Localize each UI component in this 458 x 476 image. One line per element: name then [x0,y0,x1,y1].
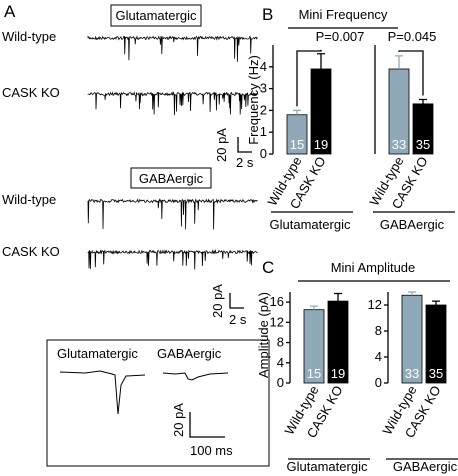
inset-trace [162,372,229,381]
scale-bar [229,293,244,309]
scale-label: 100 ms [190,443,233,458]
y-tick-label: 0 [277,375,284,390]
panel-label: C [262,258,274,277]
error-bar [334,292,342,302]
trace-title: Glutamatergic [116,8,197,23]
y-tick-label: 3 [260,81,267,96]
error-bar [408,291,416,296]
group-label: Glutamatergic [270,217,351,232]
trace-label: Wild-type [2,29,56,44]
inset-label: GABAergic [157,346,222,361]
error-bar [310,305,318,310]
error-bar [317,53,325,69]
y-tick-label: 12 [368,297,382,312]
n-label: 15 [307,366,321,381]
y-tick-label: 0 [375,375,382,390]
chart-title: Mini Frequency [299,7,388,22]
inset-label: Glutamatergic [57,346,138,361]
error-bar [293,109,301,115]
n-label: 35 [416,137,430,152]
y-axis-label: Frequency (Hz) [246,55,261,145]
y-tick-label: 0 [260,146,267,161]
panel-label: A [4,2,16,21]
y-tick-label: 4 [260,59,267,74]
y-tick-label: 4 [277,355,284,370]
n-label: 15 [290,137,304,152]
scale-label: 20 pA [214,128,229,162]
scale-label: 20 pA [210,284,225,318]
inset-box [46,339,270,467]
error-bar [395,55,403,69]
n-label: 19 [314,137,328,152]
error-bar [419,98,427,104]
trace-label: Wild-type [2,192,56,207]
error-bar [432,300,440,305]
y-tick-label: 8 [277,335,284,350]
trace [87,35,258,62]
y-axis-label: Amplitude (pA) [256,292,271,378]
scale-bar [189,412,225,438]
p-value: P=0.045 [388,29,437,44]
group-label: GABAergic [380,217,445,232]
trace [87,198,258,230]
n-label: 33 [405,366,419,381]
significance-bracket [296,49,322,107]
panel-label: B [262,5,273,24]
trace [87,91,258,116]
y-tick-label: 2 [260,102,267,117]
y-tick-label: 12 [270,314,284,329]
n-label: 19 [331,366,345,381]
trace-label: CASK KO [2,85,60,100]
title-box [110,4,202,27]
n-label: 33 [392,137,406,152]
y-tick-label: 4 [375,349,382,364]
y-tick-label: 16 [270,294,284,309]
scale-label: 2 s [236,155,254,170]
trace [87,249,258,270]
y-tick-label: 1 [260,124,267,139]
scale-label: 20 pA [171,403,186,437]
scale-bar [237,137,252,153]
group-label: GABAergic [393,459,458,474]
scale-label: 2 s [229,312,247,327]
p-value: P=0.007 [316,29,365,44]
y-tick-label: 8 [375,323,382,338]
title-box [130,167,212,189]
trace-title: GABAergic [139,171,204,186]
group-label: Glutamatergic [287,459,368,474]
significance-bracket [398,50,424,96]
chart-title: Mini Amplitude [331,260,416,275]
inset-trace [59,370,146,415]
trace-label: CASK KO [2,244,60,259]
n-label: 35 [429,366,443,381]
